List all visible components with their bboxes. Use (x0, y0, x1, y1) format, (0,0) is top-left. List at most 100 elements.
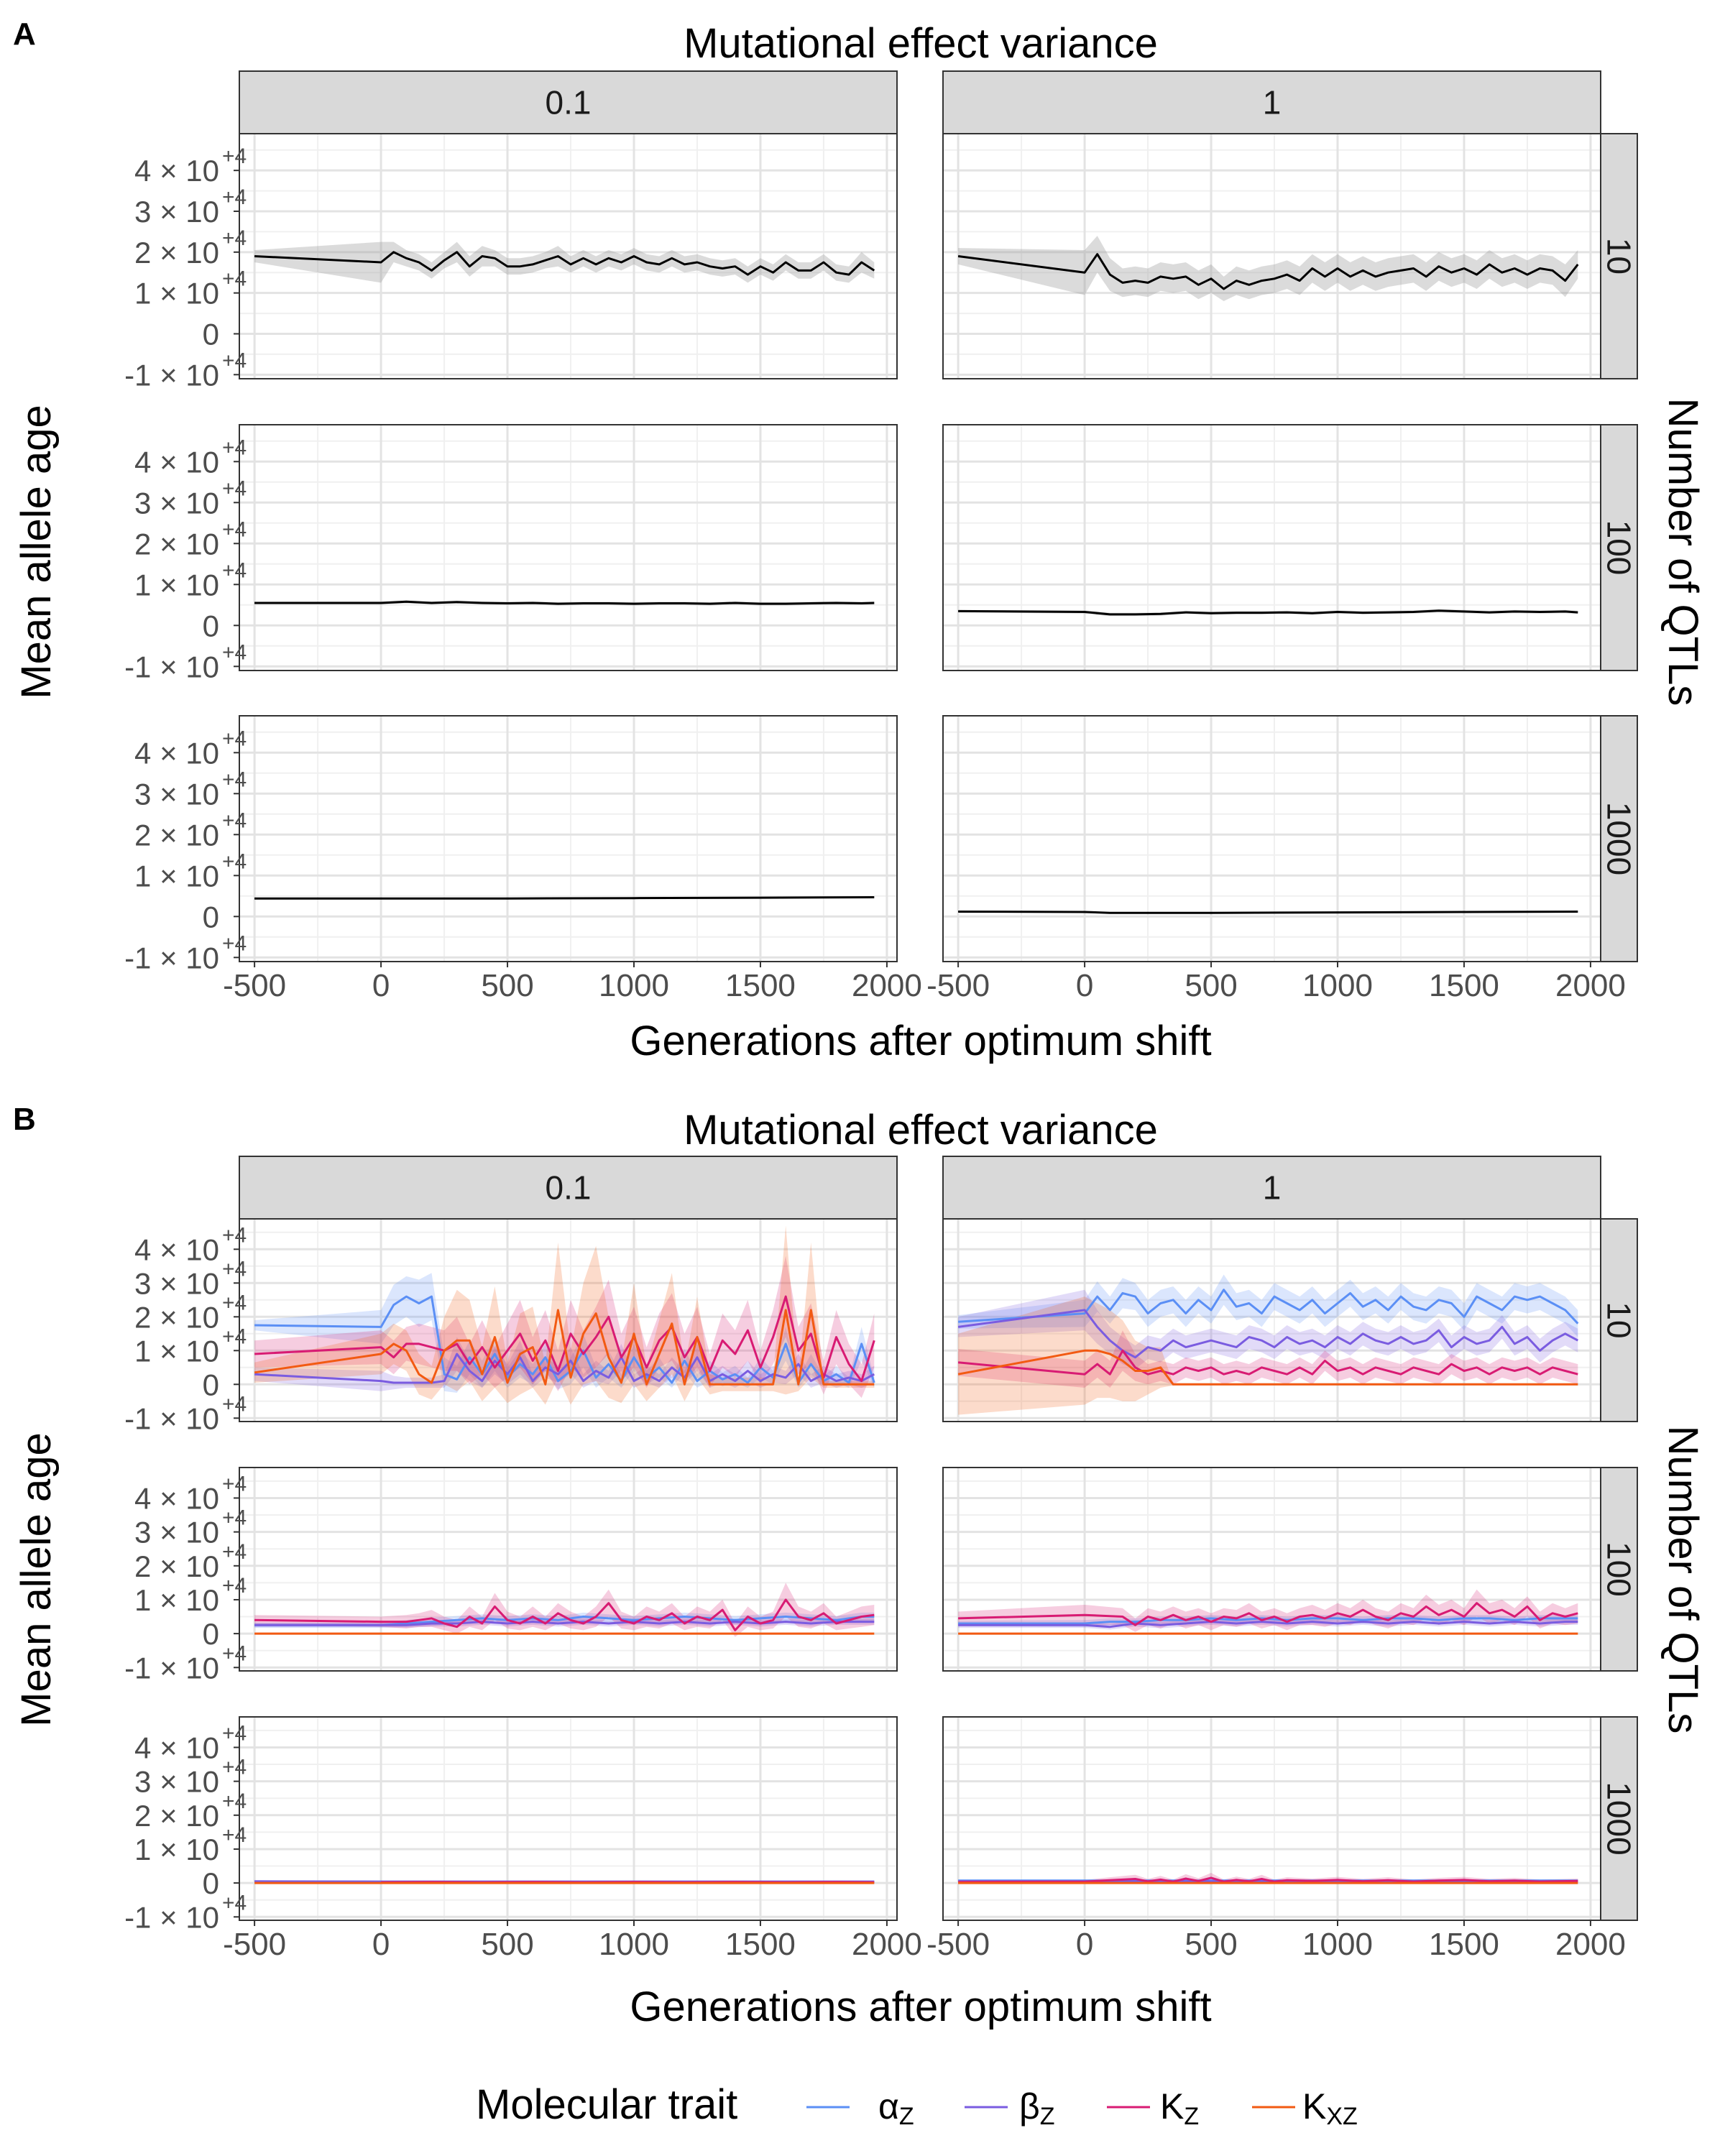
series-line-mean (254, 896, 875, 900)
panel-b-col-title: Mutational effect variance (684, 1107, 1158, 1153)
y-tick-exponent: +4 (222, 1223, 247, 1247)
panel-a-col-0-x-tick-label: 1500 (725, 968, 796, 1003)
y-tick-label: 1 × 10 (134, 568, 219, 602)
series-line-βZ (958, 1621, 1578, 1628)
panel-a-row-strip-label-0: 10 (1601, 238, 1638, 275)
series-line-αZ (958, 1289, 1579, 1325)
y-tick-exponent: +4 (222, 1721, 247, 1745)
facet-background (943, 1468, 1601, 1671)
facet-border (942, 424, 1601, 671)
panel-b-col-1-x-tick-label: 2000 (1555, 1927, 1626, 1962)
y-tick-label: -1 × 10 (124, 358, 219, 392)
panel-b-col-1-x-tick-label: 0 (1076, 1927, 1093, 1962)
series-line-KXZ (254, 1309, 875, 1386)
y-tick-exponent: +4 (222, 1325, 247, 1348)
y-tick-exponent: +4 (222, 1392, 247, 1416)
y-tick-exponent: +4 (222, 1641, 247, 1665)
y-tick-exponent: +4 (222, 640, 247, 664)
panel-b-row-strip-label-0: 10 (1601, 1302, 1638, 1338)
panel-b-facet-1-1 (942, 1467, 1601, 1672)
facet-border (942, 1218, 1601, 1422)
facet-background (239, 1717, 897, 1920)
y-tick-label: 0 (203, 609, 219, 642)
facet-border (239, 1218, 898, 1422)
panel-b-col-0-x-tick-label: 0 (372, 1927, 390, 1962)
panel-b-col-1-x-tick-label: 1500 (1429, 1927, 1499, 1962)
facet-background (239, 716, 897, 962)
legend-label-k-z-sub: Z (1184, 2103, 1199, 2130)
panel-a-row-strip-label-1: 100 (1601, 520, 1638, 576)
y-tick-exponent: +4 (222, 1291, 247, 1314)
y-tick-exponent: +4 (222, 349, 247, 372)
facet-background (239, 134, 897, 379)
facet-border (942, 1716, 1601, 1921)
legend-item-alpha-z: αZ (806, 2086, 914, 2130)
facet-border (239, 1467, 898, 1672)
panel-a-col-strip-1 (942, 70, 1601, 134)
y-tick-label: 2 × 10 (134, 527, 219, 561)
legend-label-k-xz-base: K (1302, 2086, 1326, 2127)
panel-b-col-0-x-tick-label: 1000 (599, 1927, 669, 1962)
facet-border (239, 133, 898, 379)
panel-b-row-strip-2 (1600, 1716, 1638, 1921)
panel-b-letter: B (13, 1102, 36, 1137)
facet-background (943, 1717, 1601, 1920)
y-tick-exponent: +4 (222, 185, 247, 209)
panel-a-col-strip-0 (239, 70, 898, 134)
series-band-βZ (958, 1289, 1578, 1370)
panel-a-col-strip-label-0: 0.1 (546, 84, 592, 121)
series-line-KZ (254, 1598, 875, 1631)
panel-b-col-0-x-tick-label: 500 (481, 1927, 533, 1962)
y-tick-label: 2 × 10 (134, 236, 219, 270)
panel-a-row-strip-2 (1600, 715, 1638, 962)
y-tick-exponent: +4 (222, 1574, 247, 1598)
panel-a-xlabel: Generations after optimum shift (630, 1018, 1211, 1064)
panel-b-row-strip-label-1: 100 (1601, 1542, 1638, 1597)
y-tick-label: 1 × 10 (134, 1583, 219, 1617)
panel-b-col-1-x-tick-label: -500 (926, 1927, 990, 1962)
y-tick-label: 2 × 10 (134, 1799, 219, 1833)
panel-a-col-1-x-tick-label: 500 (1184, 968, 1237, 1003)
panel-a-col-title: Mutational effect variance (684, 20, 1158, 67)
series-line-KZ (958, 1602, 1578, 1626)
facet-border (942, 1467, 1601, 1672)
legend-item-k-z: KZ (1107, 2086, 1199, 2130)
y-tick-exponent: +4 (222, 1472, 247, 1496)
y-tick-label: 0 (203, 1368, 219, 1401)
panel-a-col-0-x-tick-label: 1000 (599, 968, 669, 1003)
y-tick-label: 4 × 10 (134, 1731, 219, 1764)
y-tick-label: 2 × 10 (134, 1300, 219, 1334)
panel-b-row-strip-0 (1600, 1218, 1638, 1422)
facet-border (239, 715, 898, 962)
y-tick-label: 2 × 10 (134, 818, 219, 852)
panel-b-col-0-x-tick-label: 1500 (725, 1927, 796, 1962)
y-tick-exponent: +4 (222, 558, 247, 582)
y-tick-exponent: +4 (222, 727, 247, 750)
y-tick-label: 0 (203, 1617, 219, 1651)
panel-b-col-strip-label-1: 1 (1263, 1169, 1282, 1207)
panel-b-col-1-x-tick-label: 500 (1184, 1927, 1237, 1962)
legend-label-beta-z-base: β (1019, 2086, 1040, 2127)
panel-b-facet-1-0 (942, 1218, 1601, 1422)
panel-a-col-strip-label-1: 1 (1263, 84, 1282, 121)
legend-label-k-xz: KXZ (1302, 2086, 1358, 2130)
panel-b-xlabel: Generations after optimum shift (630, 1984, 1211, 2030)
y-tick-exponent: +4 (222, 226, 247, 250)
panel-b-row-strip-1 (1600, 1467, 1638, 1672)
panel-a-facet-0-2: -1 × 10 +401 × 10 +42 × 10 +43 × 10 +44 × 10… (124, 715, 898, 975)
panel-a-facet-1-0 (942, 133, 1601, 379)
y-tick-label: 4 × 10 (134, 445, 219, 479)
panel-b-col-strip-label-0: 0.1 (546, 1169, 592, 1207)
y-tick-label: 3 × 10 (134, 486, 219, 520)
y-tick-exponent: +4 (222, 1823, 247, 1847)
panel-b-col-1-x-tick-label: 1000 (1302, 1927, 1373, 1962)
series-band-mean (958, 236, 1578, 301)
y-tick-exponent: +4 (222, 436, 247, 459)
panel-b-facet-1-2 (942, 1716, 1601, 1921)
legend-label-k-z-base: K (1160, 2086, 1184, 2127)
panel-a-facet-1-1 (942, 424, 1601, 671)
panel-a-row-title: Number of QTLs (1660, 398, 1706, 706)
series-band-mean (254, 241, 875, 283)
series-band-αZ (254, 1273, 875, 1393)
